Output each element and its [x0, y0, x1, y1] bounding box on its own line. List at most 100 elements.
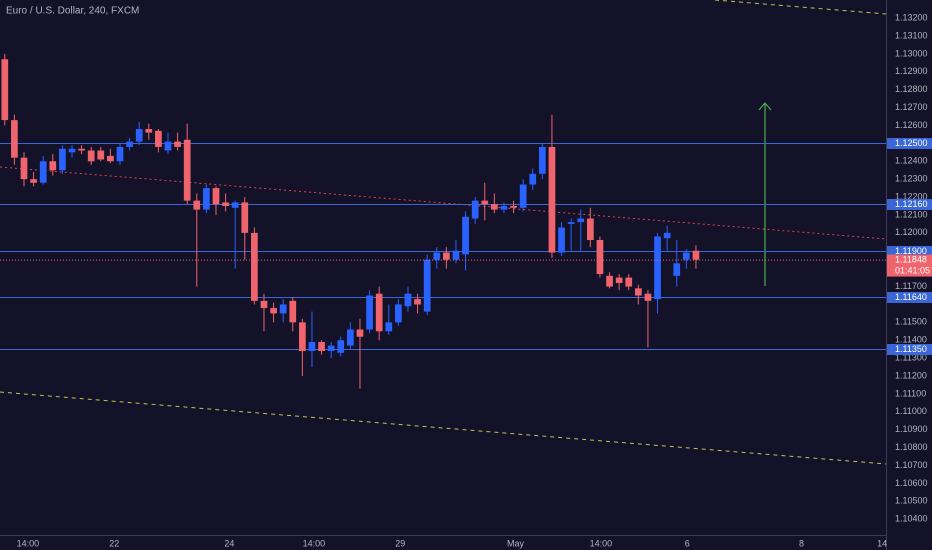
candle-body [155, 130, 162, 147]
candle-body [49, 161, 57, 171]
candle-body [481, 200, 489, 205]
candle-body [529, 173, 537, 185]
candle-body [39, 161, 47, 183]
candle-body [433, 252, 441, 260]
candle-body [260, 300, 268, 309]
level-label: 1.12160 [895, 199, 928, 209]
candle-body [596, 240, 604, 275]
candle-body [625, 277, 633, 287]
x-tick-label: 6 [685, 538, 690, 548]
candle-body [452, 250, 460, 260]
candle-body [212, 188, 220, 205]
y-tick-label: 1.11100 [895, 388, 926, 398]
candle-body [644, 293, 652, 301]
y-tick-label: 1.10400 [895, 514, 928, 524]
y-tick-label: 1.13100 [895, 30, 928, 40]
candle-body [471, 200, 479, 219]
candle-body [673, 263, 681, 276]
candle-body [251, 232, 258, 301]
candle-body [68, 148, 76, 153]
candle-body [538, 146, 546, 174]
level-label-box [887, 344, 932, 355]
candle-body [558, 227, 565, 253]
candle-body [327, 345, 335, 351]
candle-body [347, 329, 354, 346]
x-tick-label: 14 [877, 538, 887, 548]
candle-body [11, 120, 18, 158]
candle-body [164, 141, 172, 151]
candle-body [462, 216, 469, 255]
y-tick-label: 1.10800 [895, 442, 928, 452]
candle-body [577, 218, 585, 223]
candle-body [395, 304, 402, 323]
y-tick-label: 1.11300 [895, 353, 927, 363]
candle-body [241, 202, 249, 233]
candle-body [519, 184, 527, 208]
y-tick-label: 1.13200 [895, 12, 928, 22]
candle-body [356, 329, 364, 337]
candle-body [87, 150, 95, 162]
candle-body [654, 236, 661, 300]
candle-body [279, 304, 287, 314]
candle-body [126, 141, 133, 147]
candle-body [183, 139, 191, 201]
y-tick-label: 1.10500 [895, 496, 928, 506]
candle-body [135, 129, 143, 142]
y-tick-label: 1.11700 [895, 281, 927, 291]
candle-body [663, 232, 671, 239]
y-tick-label: 1.10600 [895, 478, 928, 488]
x-tick-label: 14:00 [303, 538, 326, 548]
y-tick-label: 1.10700 [895, 460, 928, 470]
candle-body [78, 148, 85, 151]
x-tick-label: 8 [799, 538, 804, 548]
level-label-box [887, 138, 932, 149]
candle-body [510, 206, 517, 208]
candle-body [375, 293, 383, 332]
level-label: 1.12500 [895, 138, 928, 148]
candle-body [20, 157, 28, 180]
candle-body [222, 202, 229, 207]
candle-body [308, 342, 316, 351]
candle-body [203, 188, 210, 210]
candle-body [423, 259, 431, 312]
level-label: 1.11350 [895, 344, 927, 354]
candle-body [337, 340, 345, 353]
countdown: 01:41:05 [895, 265, 930, 275]
last-price-box [887, 254, 932, 277]
y-tick-label: 1.12200 [895, 191, 928, 201]
y-tick-label: 1.11000 [895, 406, 927, 416]
x-tick-label: 29 [395, 538, 405, 548]
candle-body [193, 200, 201, 210]
candle-body [1, 59, 9, 121]
y-tick-label: 1.12400 [895, 156, 928, 166]
candle-body [634, 288, 642, 296]
candle-body [385, 322, 393, 332]
x-tick-label: 24 [224, 538, 234, 548]
y-tick-label: 1.12600 [895, 120, 928, 130]
chart-title: Euro / U.S. Dollar, 240, FXCM [6, 6, 139, 17]
candle-body [490, 204, 498, 210]
candle-body [615, 277, 623, 283]
x-tick-label: 22 [109, 538, 119, 548]
y-tick-label: 1.11400 [895, 335, 927, 345]
y-tick-label: 1.12300 [895, 174, 928, 184]
candle-body [270, 308, 277, 314]
candle-body [404, 293, 412, 307]
level-label: 1.11640 [895, 292, 927, 302]
y-tick-label: 1.12000 [895, 227, 928, 237]
x-tick-label: 14:00 [17, 538, 40, 548]
candle-body [548, 146, 556, 253]
candle-body [567, 222, 575, 224]
level-label-box [887, 246, 932, 257]
level-label: 1.11900 [895, 246, 927, 256]
y-tick-label: 1.12900 [895, 66, 928, 76]
level-label-box [887, 292, 932, 303]
candle-body [30, 179, 37, 183]
candle-body [414, 299, 421, 305]
level-label-box [887, 199, 932, 210]
candle-body [174, 141, 181, 147]
x-tick-label: 14:00 [590, 538, 613, 548]
candle-body [443, 252, 450, 260]
